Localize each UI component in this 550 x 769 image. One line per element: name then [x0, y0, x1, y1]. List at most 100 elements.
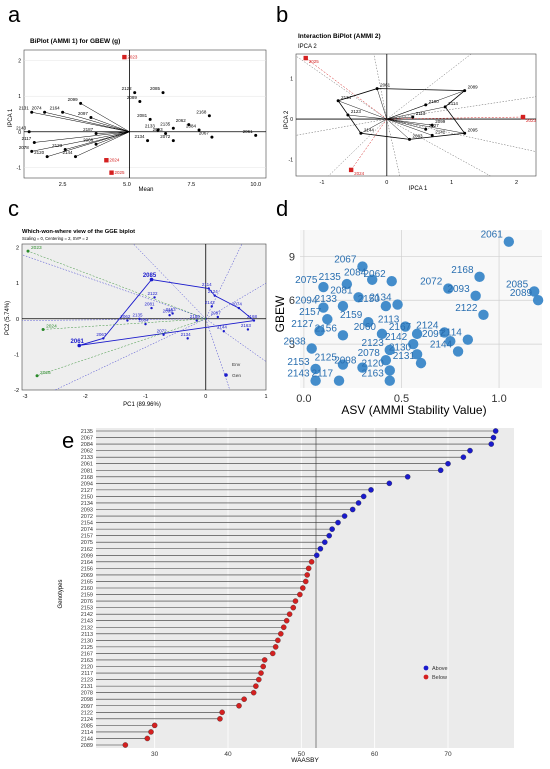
x-tick-label: 1	[264, 394, 267, 400]
y-tick-label: 2133	[81, 455, 93, 461]
y-tick-label: 2132	[81, 625, 93, 631]
genotype-label: 2085	[143, 273, 157, 279]
genotype-point	[146, 139, 150, 143]
genotype-point	[532, 295, 544, 306]
sector-ray	[295, 55, 387, 120]
genotype-label: 2081	[145, 302, 156, 307]
genotype-point	[474, 271, 485, 283]
environment-marker	[122, 54, 127, 60]
genotype-point	[45, 155, 49, 159]
genotype-label: 2153	[166, 307, 177, 312]
genotype-point	[156, 128, 160, 132]
environment-vector	[43, 318, 206, 330]
genotype-label: 2142	[435, 129, 446, 134]
genotype-point	[322, 314, 333, 325]
genotype-label: 2097	[422, 329, 445, 340]
genotype-vector	[65, 131, 130, 150]
genotype-vector	[44, 111, 130, 133]
environment-marker	[303, 55, 308, 61]
genotype-vector	[75, 131, 130, 157]
lollipop-dot	[278, 631, 284, 637]
genotype-label: 2061	[71, 339, 85, 345]
y-tick-label: 2156	[81, 566, 93, 572]
environment-label: 2025	[40, 370, 51, 376]
y-tick-label: 2144	[81, 736, 93, 742]
genotype-label: 2074	[232, 302, 243, 307]
chart-subtitle: IPCA 2	[298, 44, 317, 50]
genotype-point	[359, 131, 363, 135]
genotype-point	[210, 135, 214, 139]
genotype-point	[384, 365, 395, 376]
genotype-point	[407, 338, 419, 350]
genotype-point	[318, 302, 329, 313]
y-tick-label: 1	[290, 76, 293, 82]
lollipop-dot	[329, 526, 335, 532]
y-tick-label: 2099	[81, 553, 93, 559]
genotype-point	[380, 355, 392, 366]
genotype-label: 2159	[340, 310, 363, 321]
environment-vector	[305, 57, 387, 120]
genotype-vector	[376, 88, 388, 120]
genotype-label: 2062	[120, 314, 131, 319]
genotype-point	[314, 325, 325, 337]
y-tick-label: 2162	[81, 547, 93, 553]
genotype-label: 2093	[447, 284, 470, 295]
y-tick-label: 2142	[81, 612, 93, 618]
genotype-point	[411, 349, 423, 360]
chart-panel-d: GBEW ASV (AMMI Stability Value) 3 6 9 0.0 0.…	[273, 230, 544, 417]
genotype-point	[149, 277, 154, 282]
genotype-point	[443, 283, 454, 294]
lollipop-dot	[217, 716, 223, 722]
genotype-point	[79, 101, 83, 105]
y-tick-label: 2076	[81, 599, 93, 605]
genotype-label: 2131	[393, 351, 416, 362]
environment-label: 2024	[354, 171, 365, 176]
genotype-label: 2062	[176, 118, 187, 123]
genotype-label: 2143	[16, 125, 27, 130]
environment-label: 2023	[526, 118, 537, 123]
y-tick-label: 2072	[81, 514, 93, 520]
x-axis-label: ASV (AMMI Stability Value)	[341, 403, 486, 417]
sector-ray	[133, 243, 206, 319]
sector-ray	[386, 96, 537, 120]
genotype-label: 2135	[319, 272, 342, 283]
genotype-point	[310, 375, 321, 386]
genotype-label: 2100	[429, 99, 440, 104]
lollipop-dot	[335, 519, 341, 526]
chart-panel-a: BiPlot (AMMI 1) for GBEW (g) IPCA 1 Mean…	[8, 38, 267, 193]
genotype-point	[463, 131, 467, 135]
genotype-point	[27, 130, 31, 134]
chart-title: Interaction BiPlot (AMMI 2)	[298, 33, 381, 40]
genotype-label: 2144	[364, 127, 375, 132]
genotype-label: 2061	[380, 83, 391, 88]
genotype-point	[306, 343, 317, 354]
genotype-point	[462, 334, 474, 345]
genotype-label: 2074	[32, 106, 43, 111]
x-tick-label: 0	[204, 394, 207, 400]
environment-point	[26, 249, 30, 253]
genotype-label: 2095	[468, 127, 479, 132]
genotype-label: 2133	[315, 294, 338, 305]
genotype-label: 2142	[385, 332, 408, 343]
genotype-point	[411, 328, 423, 340]
genotype-point	[171, 139, 175, 143]
panel-letter-b: b	[276, 2, 289, 27]
genotype-point	[333, 375, 345, 386]
genotype-label: 2168	[196, 109, 207, 114]
lollipop-dot	[488, 441, 495, 447]
genotype-point	[171, 126, 175, 130]
genotype-label: 2099	[68, 97, 79, 102]
genotype-label: 2083	[413, 133, 424, 138]
genotype-point	[424, 127, 428, 131]
y-tick-label: 2157	[81, 534, 93, 540]
genotype-label: 2085	[150, 86, 161, 91]
x-tick-label: 0.0	[296, 393, 311, 405]
y-tick-label: 2135	[81, 429, 93, 435]
genotype-point	[430, 133, 434, 137]
y-tick-label: 2160	[81, 586, 93, 592]
lollipop-dot	[272, 644, 279, 650]
genotype-label: 2067	[96, 332, 107, 337]
environment-marker	[104, 158, 109, 163]
genotype-point	[197, 128, 201, 132]
y-tick-label: 2081	[81, 468, 93, 474]
